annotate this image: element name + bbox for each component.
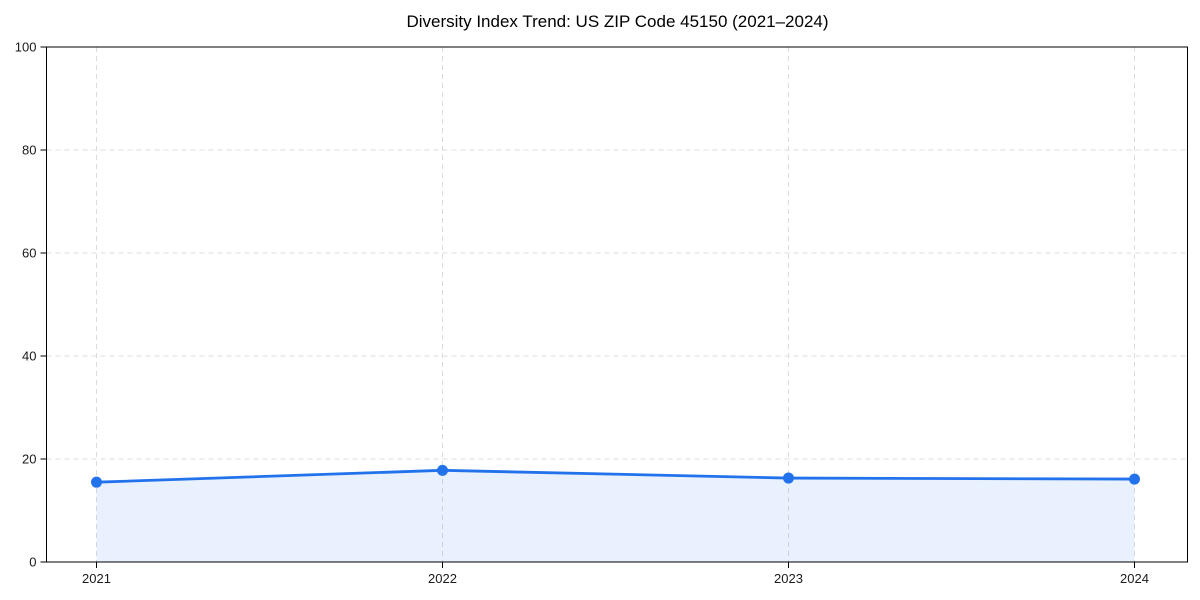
plot-border bbox=[46, 46, 1188, 563]
data-point bbox=[437, 464, 448, 476]
trend-line bbox=[95, 468, 1136, 484]
y-tick-label: 0 bbox=[29, 555, 36, 570]
data-point bbox=[1129, 473, 1140, 485]
y-tick-label: 80 bbox=[22, 143, 36, 158]
chart-title: Diversity Index Trend: US ZIP Code 45150… bbox=[406, 12, 829, 31]
data-point bbox=[91, 476, 102, 488]
x-tick-label: 2024 bbox=[1120, 571, 1149, 586]
data-point bbox=[783, 472, 794, 484]
area-fill bbox=[96, 470, 1135, 562]
x-tick-label: 2022 bbox=[428, 571, 457, 586]
x-tick-label: 2023 bbox=[774, 571, 803, 586]
y-tick-label: 100 bbox=[15, 40, 37, 55]
x-tick-label: 2021 bbox=[82, 571, 111, 586]
y-tick-label: 40 bbox=[22, 349, 36, 364]
y-tick-label: 60 bbox=[22, 246, 36, 261]
y-tick-label: 20 bbox=[22, 452, 36, 467]
